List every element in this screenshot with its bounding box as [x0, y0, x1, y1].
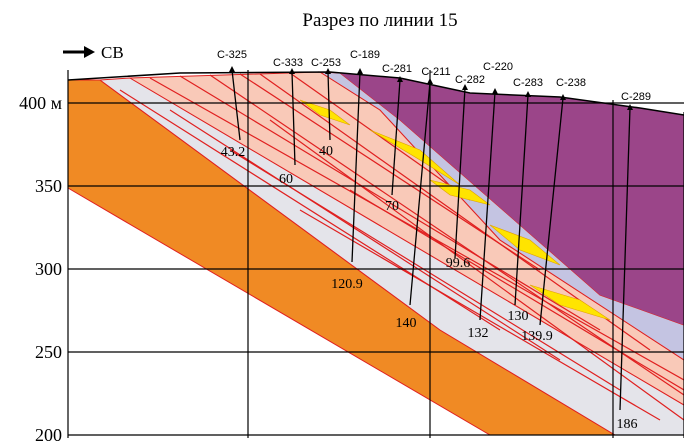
geology	[68, 72, 684, 435]
well-depth: 43.2	[221, 145, 246, 160]
well-name: С-283	[513, 77, 543, 89]
well-head	[357, 68, 363, 74]
well-name: С-289	[621, 91, 651, 103]
well-depth: 139.9	[521, 329, 553, 344]
direction: СВ	[101, 43, 124, 62]
well-name: С-211	[421, 66, 450, 78]
well-name: С-282	[455, 74, 485, 86]
well-depth: 120.9	[331, 277, 363, 292]
section: Разрез по линии 15 СВ 400 м 350	[0, 0, 684, 441]
well-head	[229, 66, 235, 72]
well-name: С-281	[382, 63, 412, 75]
elevation-label: 400 м	[19, 93, 62, 113]
elevation-label: 350	[35, 176, 62, 196]
well-depth: 140	[396, 316, 417, 331]
well-name: С-238	[556, 77, 586, 89]
elevation-label: 250	[35, 342, 62, 362]
well-depth: 60	[279, 172, 293, 187]
well-head	[492, 88, 498, 94]
well-head	[525, 91, 531, 97]
well-name: С-333	[273, 57, 303, 69]
well-name: С-253	[311, 57, 341, 69]
well-depth: 130	[508, 309, 529, 324]
well-depth: 70	[385, 199, 399, 214]
well-name: С-220	[483, 61, 513, 73]
elevation-label: 300	[35, 259, 62, 279]
well-name: С-325	[217, 49, 247, 61]
title: Разрез по линии 15	[302, 10, 457, 31]
well-depth: 186	[617, 417, 638, 432]
well-depth: 40	[319, 144, 333, 159]
well-depth: 132	[468, 326, 489, 341]
well-depth: 99.6	[446, 256, 471, 271]
elevation-label: 200	[35, 425, 62, 441]
direction-arrow	[63, 46, 95, 58]
well-name: С-189	[350, 49, 380, 61]
well-head	[427, 78, 433, 84]
